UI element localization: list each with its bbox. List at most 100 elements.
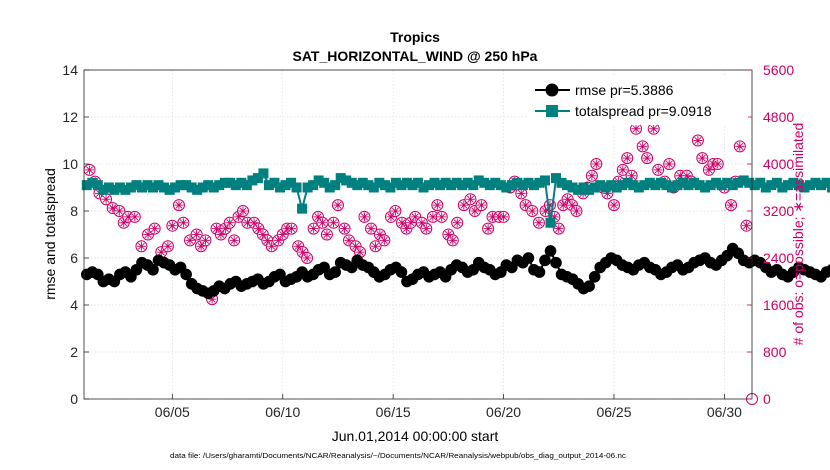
totalspread-point [252, 173, 263, 184]
obs-assimilated-point [242, 218, 252, 228]
obs-assimilated-point [448, 235, 458, 245]
totalspread-point [335, 173, 346, 184]
totalspread-point [639, 180, 650, 191]
asterisk-stroke [310, 225, 318, 233]
totalspread-point [506, 180, 517, 191]
totalspread-point [269, 177, 280, 188]
obs-assimilated-point [351, 241, 361, 251]
asterisk-stroke [131, 213, 139, 221]
totalspread-point [677, 177, 688, 188]
obs-assimilated-point [653, 165, 663, 175]
totalspread-point [258, 168, 269, 179]
right-y-tick-label: 5600 [763, 62, 794, 78]
asterisk-stroke [535, 219, 543, 227]
totalspread-point [589, 182, 600, 193]
rmse-point [147, 263, 159, 276]
totalspread-point [694, 180, 705, 191]
obs-assimilated-point [329, 218, 339, 228]
asterisk-stroke [235, 213, 243, 221]
right-y-axis-ticks: 0 800 1600 2400 3200 4000 4800 5600 [747, 62, 794, 407]
obs-assimilated-point [421, 224, 431, 234]
totalspread-point [98, 184, 109, 195]
legend-rmse-marker [545, 83, 559, 97]
x-tick-label: 06/25 [596, 404, 631, 420]
legend: rmse pr=5.3886 totalspread pr=9.0918 [529, 76, 748, 125]
obs-assimilated-point [443, 230, 453, 239]
asterisk-stroke [250, 219, 258, 227]
obs-assimilated-point [150, 224, 160, 234]
obs-assimilated-point [174, 200, 184, 210]
totalspread-point [368, 182, 379, 193]
obs-assimilated-point [726, 200, 736, 210]
asterisk-stroke [124, 213, 132, 221]
totalspread-point [401, 177, 412, 188]
totalspread-point [363, 180, 374, 191]
obs-assimilated-point [85, 165, 95, 175]
totalspread-point [148, 182, 159, 193]
asterisk-stroke [572, 207, 580, 215]
asterisk-stroke [230, 236, 238, 244]
obs-assimilated-point [622, 153, 632, 163]
obs-assimilated-point [563, 194, 573, 204]
rmse-point [395, 266, 408, 278]
left-y-tick-label: 12 [62, 109, 78, 125]
totalspread-point [379, 180, 390, 191]
x-tick-label: 06/20 [486, 404, 521, 420]
left-y-tick-label: 14 [62, 62, 78, 78]
rmse-point [522, 252, 535, 264]
rmse-point [544, 245, 557, 257]
obs-assimilated-point [200, 235, 210, 245]
obs-assimilated-point [322, 230, 332, 239]
obs-assimilated-point [267, 241, 277, 251]
legend-totalspread-marker [546, 105, 558, 117]
totalspread-point [793, 180, 804, 191]
totalspread-point [385, 182, 396, 193]
obs-assimilated-point [693, 136, 703, 145]
asterisk-stroke [471, 207, 479, 215]
totalspread-point [346, 177, 357, 188]
obs-assimilated-point [554, 224, 564, 234]
asterisk-stroke [334, 201, 342, 209]
asterisk-stroke [466, 195, 474, 203]
asterisk-stroke [193, 230, 201, 239]
totalspread-point [810, 177, 821, 188]
asterisk-stroke [407, 219, 415, 227]
totalspread-point [755, 177, 766, 188]
totalspread-point [562, 180, 573, 191]
obs-assimilated-point [571, 206, 581, 216]
obs-assimilated-point [452, 218, 462, 228]
obs-assimilated-point [258, 230, 268, 239]
asterisk-stroke [528, 207, 536, 215]
totalspread-point [777, 182, 788, 193]
totalspread-point [611, 182, 622, 193]
obs-assimilated-point [609, 200, 619, 210]
data-file-footnote: data file: /Users/gharamti/Documents/NCA… [170, 451, 626, 460]
totalspread-point [545, 217, 556, 228]
obs-assimilated-point [618, 165, 628, 175]
asterisk-stroke [449, 236, 457, 244]
asterisk-stroke [588, 172, 596, 180]
totalspread-point [567, 182, 578, 193]
obs-assimilated-point [642, 153, 652, 163]
totalspread-point [186, 182, 197, 193]
obs-assimilated-point [499, 212, 509, 222]
asterisk-stroke [453, 219, 461, 227]
asterisk-stroke [115, 207, 123, 215]
asterisk-stroke [360, 213, 368, 221]
left-y-tick-label: 8 [70, 203, 78, 219]
obs-assimilated-point [309, 224, 319, 234]
obs-assimilated-point [156, 247, 166, 257]
asterisk-stroke [217, 230, 225, 239]
totalspread-point [816, 180, 827, 191]
totalspread-point [170, 182, 181, 193]
totalspread-point [804, 180, 815, 191]
left-y-tick-label: 4 [70, 297, 78, 313]
axes-box [83, 69, 753, 400]
totalspread-point [655, 177, 666, 188]
obs-assimilated-point [370, 241, 380, 251]
x-tick-label: 06/15 [376, 404, 411, 420]
totalspread-point [396, 180, 407, 191]
totalspread-point [446, 180, 457, 191]
asterisk-stroke [643, 154, 651, 162]
